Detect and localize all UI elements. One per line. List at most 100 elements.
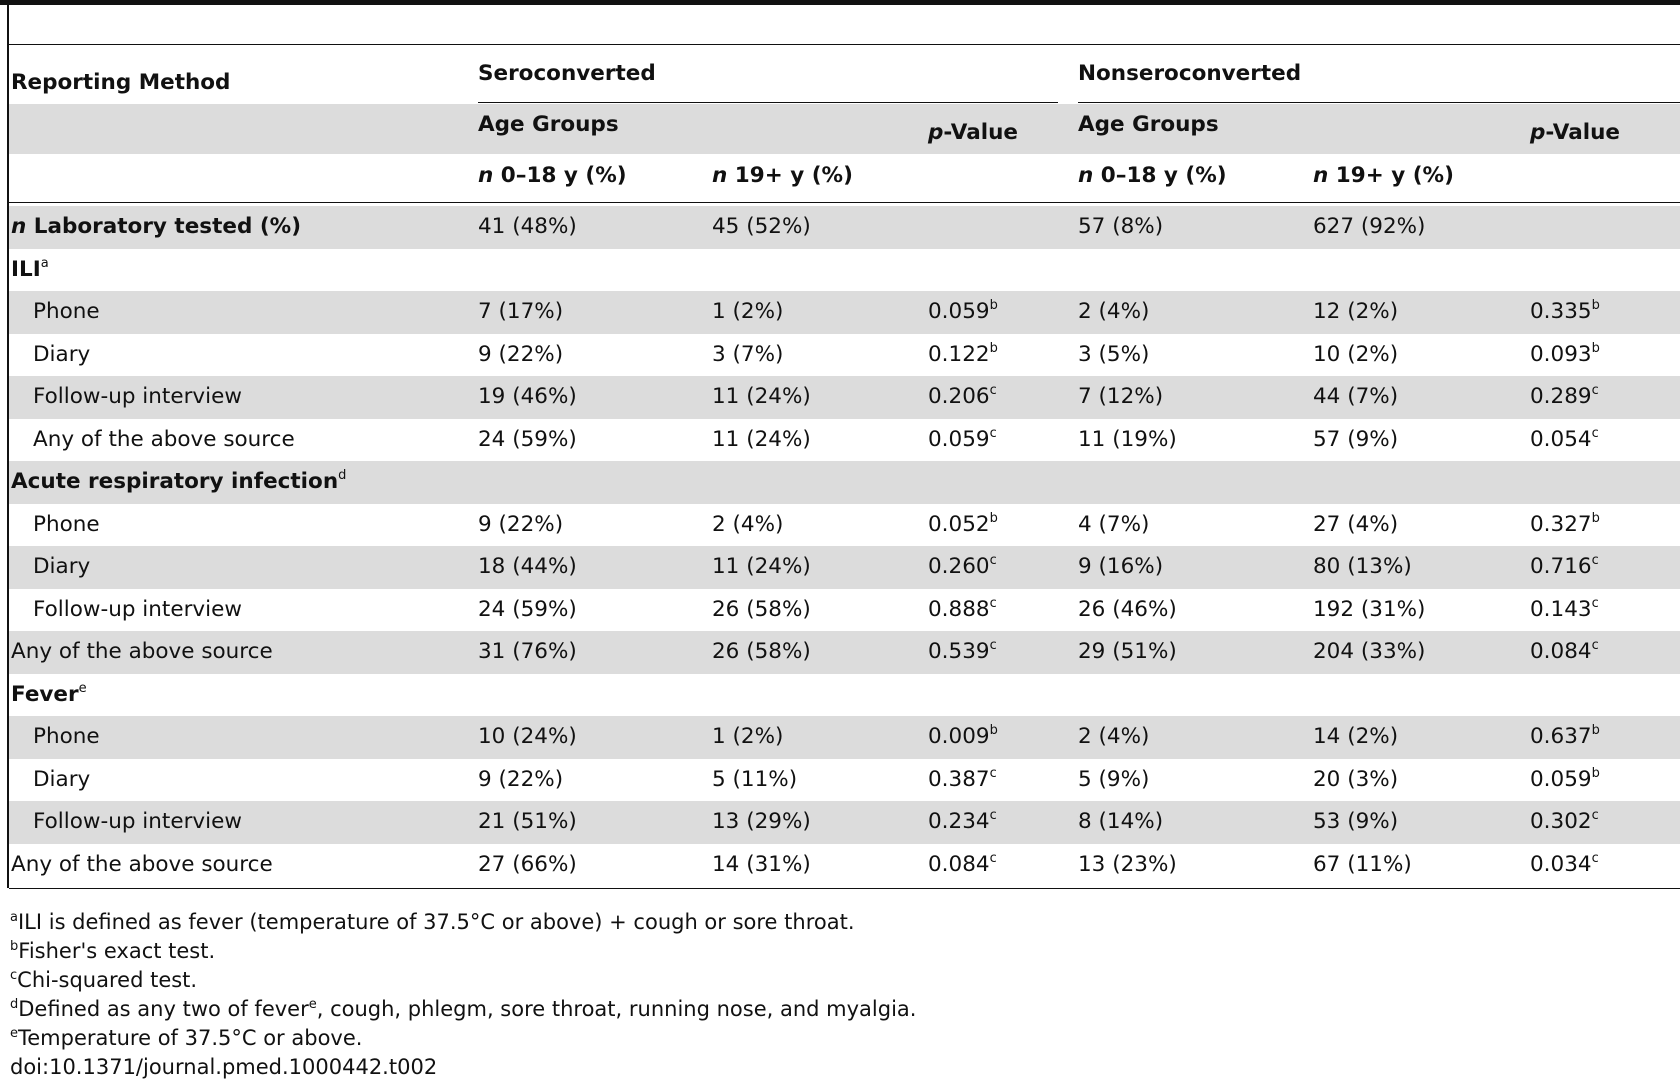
cell-value: 19 (46%) [478, 384, 577, 409]
table-cell: 7 (12%) [1078, 376, 1163, 418]
footnote-marker: a [40, 255, 49, 271]
cell-value: 53 (9%) [1313, 809, 1399, 834]
footnote-marker: c [989, 425, 997, 441]
cell-value: 26 (58%) [712, 639, 811, 664]
cell-value: 24 (59%) [478, 426, 577, 452]
row-label: Diary [33, 341, 91, 367]
p-value-cell: 0.302c [1530, 801, 1599, 843]
p-value-cell: 0.093b [1530, 334, 1600, 376]
sero-age-19-header: n 19+ y (%) [712, 163, 853, 188]
row-band [9, 631, 1680, 674]
cell-value: 9 (22%) [478, 766, 564, 792]
p-value-cell: 0.387c [928, 759, 997, 801]
table-bottom-rule [9, 888, 1680, 889]
table-cell: 14 (31%) [712, 844, 811, 886]
p-value-cell: 0.888c [928, 589, 997, 631]
footnote-marker: b [1591, 340, 1600, 356]
table-cell: 204 (33%) [1313, 631, 1425, 673]
cell-value: 0.034 [1530, 851, 1592, 877]
cell-value: 0.059 [928, 426, 990, 452]
p-value-cell: 0.084c [928, 844, 997, 886]
footnote-marker: b [1591, 298, 1600, 313]
left-border [7, 0, 9, 888]
footnote-marker: c [1591, 595, 1599, 611]
cell-value: 0.260 [928, 554, 990, 579]
row-label: Any of the above source [11, 639, 273, 664]
table-cell: 12 (2%) [1313, 291, 1398, 333]
cell-value: 11 (24%) [712, 384, 811, 409]
row-label: Diary [33, 554, 91, 579]
footnote-line: aILI is defined as fever (temperature of… [10, 908, 855, 937]
table-cell: 10 (24%) [478, 716, 577, 758]
table-cell: 20 (3%) [1313, 759, 1398, 801]
header-band [9, 104, 1680, 154]
footnote-marker: b [1591, 510, 1600, 526]
table-cell: 21 (51%) [478, 801, 577, 843]
p-value-cell: 0.009b [928, 716, 998, 758]
footnote-marker: a [10, 910, 18, 925]
footnote-marker: c [1591, 850, 1599, 866]
table-cell: 9 (22%) [478, 759, 563, 801]
footnote-marker: c [989, 765, 997, 781]
table-cell: 45 (52%) [712, 214, 811, 239]
table-cell: 10 (2%) [1313, 334, 1398, 376]
seroconverted-group-rule [478, 102, 1058, 103]
row-band [9, 801, 1680, 844]
cell-value: 11 (19%) [1078, 426, 1177, 452]
p-value-cell: 0.084c [1530, 631, 1599, 673]
cell-value: 0.888 [928, 596, 990, 622]
footnote-marker: c [989, 553, 997, 568]
footnote-line: dDefined as any two of fevere, cough, ph… [10, 995, 916, 1024]
table-cell: 9 (16%) [1078, 546, 1163, 588]
header-bottom-rule [9, 202, 1680, 203]
row-label: Phone [33, 511, 100, 537]
cell-value: 11 (24%) [712, 554, 811, 579]
p-value-cell: 0.143c [1530, 589, 1599, 631]
table-cell: 2 (4%) [712, 504, 783, 546]
row-label: Phone [33, 724, 100, 749]
table-cell: 29 (51%) [1078, 631, 1177, 673]
footnote-text: , cough, phlegm, sore throat, running no… [316, 997, 917, 1021]
table-cell: 1 (2%) [712, 716, 783, 758]
cell-value: 3 (5%) [1078, 341, 1150, 367]
nonsero-age-19-header: n 19+ y (%) [1313, 163, 1454, 188]
cell-value: 7 (17%) [478, 299, 564, 324]
section-title: ILI [11, 256, 41, 282]
table-cell: 57 (9%) [1313, 419, 1398, 461]
footnote-marker: d [10, 997, 19, 1012]
cell-value: 26 (58%) [712, 596, 811, 622]
cell-value: 204 (33%) [1313, 639, 1426, 664]
cell-value: 0.084 [928, 851, 990, 877]
cell-value: 5 (11%) [712, 766, 798, 792]
table-cell: 3 (5%) [1078, 334, 1149, 376]
cell-value: 0.335 [1530, 299, 1592, 324]
header-top-rule [9, 44, 1680, 45]
p-value-cell: 0.059c [928, 419, 997, 461]
p-value-cell: 0.539c [928, 631, 997, 673]
p-value-cell: 0.059b [1530, 759, 1600, 801]
cell-value: 1 (2%) [712, 724, 784, 749]
table-cell: 44 (7%) [1313, 376, 1398, 418]
cell-value: 0.289 [1530, 384, 1592, 409]
cell-value: 0.054 [1530, 426, 1592, 452]
cell-value: 10 (24%) [478, 724, 577, 749]
table-cell: 627 (92%) [1313, 214, 1426, 239]
table-cell: 53 (9%) [1313, 801, 1398, 843]
cell-value: 0.143 [1530, 596, 1592, 622]
footnote-marker: b [10, 939, 19, 954]
table-cell: 24 (59%) [478, 589, 577, 631]
cell-value: 8 (14%) [1078, 809, 1164, 834]
footnote-marker: e [10, 1026, 18, 1041]
footnote-marker: b [989, 298, 998, 313]
footnote-marker: c [989, 850, 997, 866]
table-cell: 19 (46%) [478, 376, 577, 418]
cell-value: 24 (59%) [478, 596, 577, 622]
seroconverted-header: Seroconverted [478, 61, 656, 86]
cell-value: 29 (51%) [1078, 639, 1177, 664]
table-cell: 5 (9%) [1078, 759, 1149, 801]
row-label: Follow-up interview [33, 596, 242, 622]
footnote-text: Fisher's exact test. [18, 939, 216, 963]
row-band [9, 291, 1680, 334]
cell-value: 0.093 [1530, 341, 1592, 367]
